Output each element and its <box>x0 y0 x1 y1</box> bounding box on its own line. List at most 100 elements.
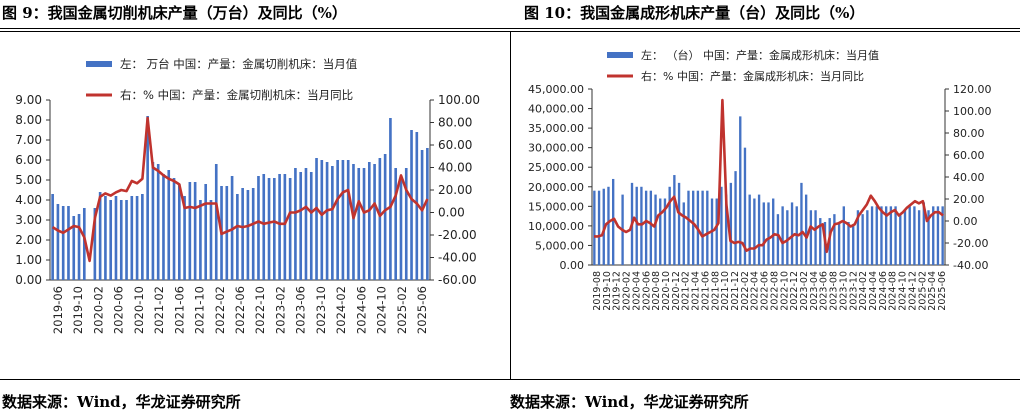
chart-0-legend-bar-swatch <box>86 61 112 67</box>
chart-0-y-left-tick-label: 0.00 <box>15 273 42 287</box>
chart-1-bar <box>644 190 648 265</box>
chart-1-x-tick-label: 2022-08 <box>769 271 780 311</box>
chart-0-bar <box>336 160 339 280</box>
chart-0-x-tick-label: 2020-02 <box>91 286 105 334</box>
chart-0-y-left-tick-label: 8.00 <box>15 113 42 127</box>
chart-0-y-right-tick-label: 0.00 <box>438 206 465 220</box>
chart-1-bar <box>917 210 921 265</box>
chart-0-bar <box>325 162 329 280</box>
chart-0-x-tick-label: 2023-10 <box>314 286 328 334</box>
chart-1-bar <box>659 198 662 265</box>
chart-0-bar <box>278 174 281 280</box>
chart-1-x-tick-label: 2020-02 <box>622 271 633 311</box>
chart-0-y-right-tick-label: 80.00 <box>438 116 472 130</box>
chart-1-x-tick-label: 2024-02 <box>858 271 869 311</box>
chart-1-bar <box>748 194 751 265</box>
chart-1-bar <box>856 210 860 265</box>
chart-0-x-tick-label: 2024-10 <box>375 286 389 334</box>
chart-1-x-tick-label: 2021-08 <box>710 271 721 311</box>
chart-0-bar <box>199 200 202 280</box>
chart-1-bar <box>847 221 850 265</box>
chart-1-bar <box>908 206 911 265</box>
chart-0-bar <box>367 162 371 280</box>
chart-0-bar <box>72 216 76 280</box>
chart-0-x-tick-label: 2019-10 <box>71 286 85 334</box>
chart-0-bar <box>130 196 134 280</box>
chart-0-bar <box>67 206 70 280</box>
chart-1-x-tick-label: 2024-08 <box>888 271 899 311</box>
chart-1-x-tick-label: 2025-06 <box>937 271 948 311</box>
chart-1-bar <box>842 206 845 265</box>
chart-0-bar <box>77 214 81 280</box>
chart-0-bar <box>362 168 366 280</box>
chart-1-legend-bar-label: 左： （台） 中国：产量：金属成形机床：当月值 <box>641 48 879 62</box>
chart-0-x-tick-label: 2022-10 <box>253 286 267 334</box>
chart-1-bar <box>781 206 784 265</box>
chart-0-y-left-tick-label: 3.00 <box>15 213 42 227</box>
chart-0-bar <box>415 132 419 280</box>
chart-0-y-right-tick-label: 20.00 <box>438 183 472 197</box>
chart-0-x-tick-label: 2022-02 <box>213 286 227 334</box>
chart-0-x-tick-label: 2022-06 <box>233 286 247 334</box>
chart-0-bar <box>114 196 118 280</box>
chart-1-x-tick-label: 2022-04 <box>750 271 761 311</box>
chart-0-bar <box>389 118 392 280</box>
chart-0-x-tick-label: 2020-10 <box>132 286 146 334</box>
chart-1-bar <box>852 225 855 265</box>
chart-1-x-tick-label: 2023-12 <box>848 271 859 311</box>
chart-1-bar <box>814 210 817 265</box>
chart-0-bar <box>283 174 287 280</box>
chart-0-bar <box>341 160 345 280</box>
chart-1-bar <box>668 186 671 265</box>
chart-0-bar <box>251 188 255 280</box>
chart-0-y-left-tick-label: 1.00 <box>15 253 42 267</box>
chart-1-x-tick-label: 2023-06 <box>819 271 830 311</box>
chart-0-bar <box>320 160 324 280</box>
chart-0-y-right-tick-label: 60.00 <box>438 138 472 152</box>
chart-0-bar <box>299 172 303 280</box>
chart-0-bar <box>156 164 160 280</box>
chart-1-bar <box>612 178 615 265</box>
chart-1-y-left-tick-label: 35,000.00 <box>528 122 584 135</box>
chart-0-y-right-tick-label: -60.00 <box>438 273 477 287</box>
chart-0-bar <box>214 164 218 280</box>
chart-0-yoy-line <box>51 116 429 263</box>
chart-0-bar <box>426 148 429 280</box>
chart-1-x-tick-label: 2023-08 <box>829 271 840 311</box>
chart-1-bar <box>654 194 657 265</box>
chart-1-bar <box>701 190 704 265</box>
chart-0-bar <box>294 168 297 280</box>
figure-divider <box>510 31 511 379</box>
chart-0-x-tick-label: 2025-02 <box>395 286 409 334</box>
top-rule <box>0 28 1020 29</box>
chart-1-x-tick-label: 2020-06 <box>641 271 652 311</box>
chart-1-y-right-tick-label: -40.00 <box>953 259 988 272</box>
chart-0-bar <box>262 174 266 280</box>
chart-0-bar <box>135 196 139 280</box>
chart-1-bar <box>861 214 864 265</box>
chart-1-bar <box>597 190 601 265</box>
chart-1-bar <box>932 206 935 265</box>
chart-1-x-tick-label: 2021-12 <box>730 271 741 311</box>
chart-0-bar <box>236 194 239 280</box>
chart-1-x-tick-label: 2024-04 <box>868 271 879 311</box>
chart-0-y-left-tick-label: 5.00 <box>15 173 42 187</box>
chart-0-bar <box>404 168 408 280</box>
chart-0-bar <box>93 208 97 280</box>
chart-1-bar <box>706 190 709 265</box>
chart-1-x-tick-label: 2019-10 <box>602 271 613 311</box>
chart-1-y-left-tick-label: 10,000.00 <box>528 220 584 233</box>
chart-1-x-tick-label: 2022-12 <box>789 271 800 311</box>
chart-1-y-right-tick-label: 100.00 <box>953 105 992 118</box>
chart-1-bar <box>663 198 667 265</box>
chart-0-bar <box>420 150 424 280</box>
chart-0-x-tick-label: 2021-02 <box>152 286 166 334</box>
chart-1-bar <box>673 175 676 265</box>
chart-0-x-tick-label: 2025-06 <box>415 286 429 334</box>
chart-1-bar <box>692 190 695 265</box>
chart-0-bar <box>257 176 260 280</box>
chart-1-x-tick-label: 2020-04 <box>631 271 642 311</box>
chart-1-x-tick-label: 2020-12 <box>671 271 682 311</box>
chart-1-y-left-tick-label: 5,000.00 <box>535 239 584 252</box>
chart-0-bar <box>51 194 54 280</box>
